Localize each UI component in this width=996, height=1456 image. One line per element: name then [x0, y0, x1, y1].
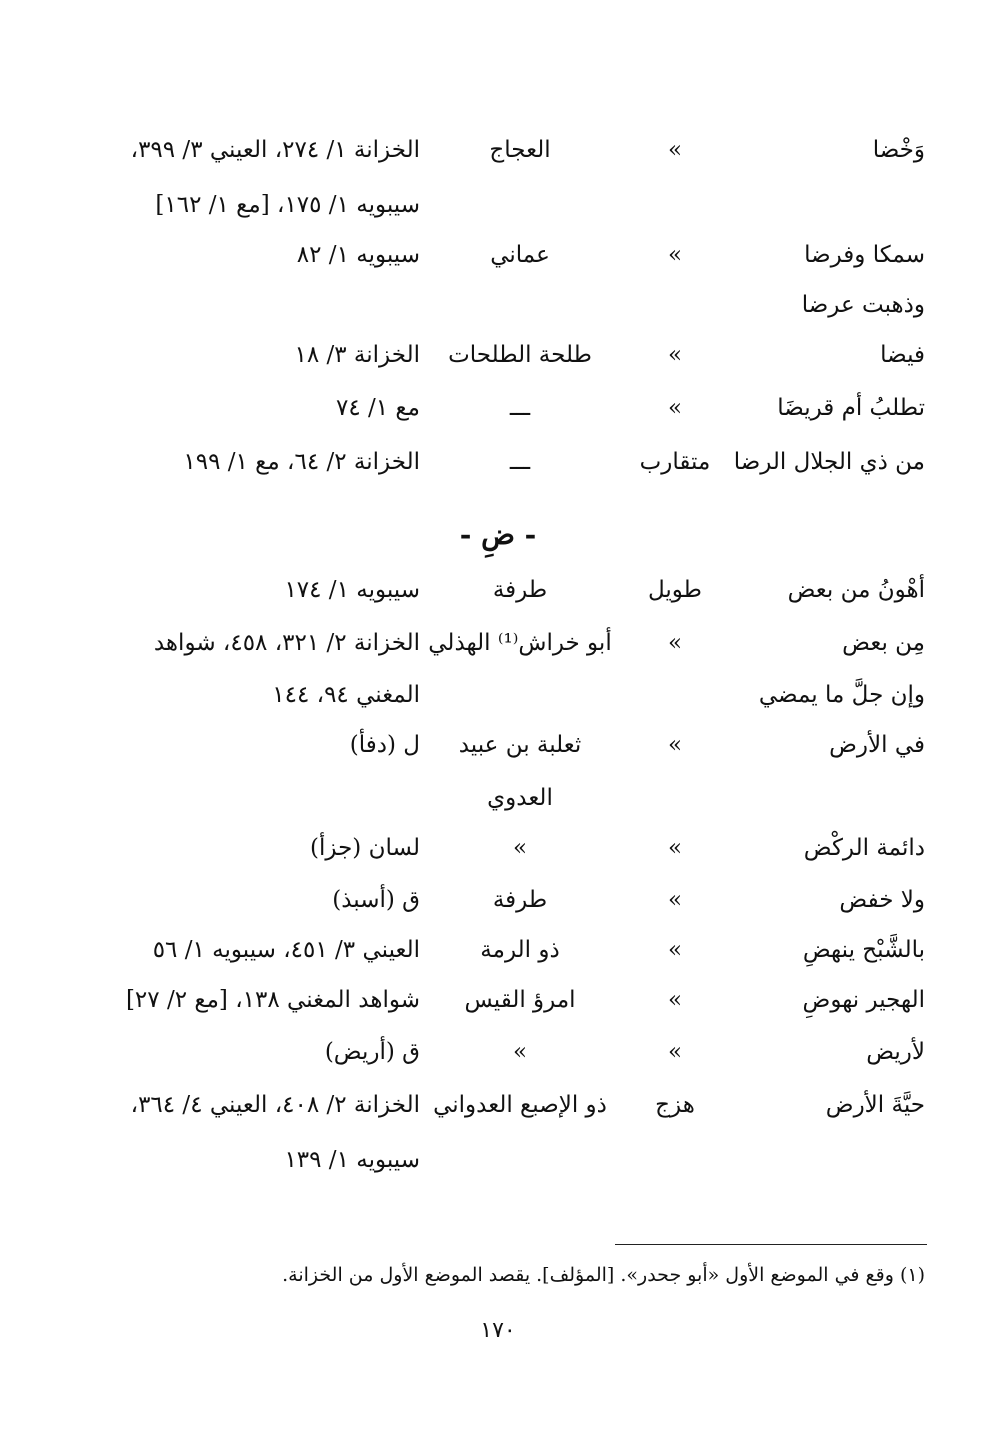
sources-cell: ق (أسبذ)	[332, 887, 420, 913]
footnote: (١) وقع في الموضع الأول «أبو جحدر». [الم…	[282, 1264, 925, 1286]
sources-cell: ق (أريض)	[324, 1039, 420, 1065]
meter-cell: »	[667, 342, 683, 368]
rhyme-cell: في الأرض	[829, 732, 925, 758]
table-row: ولا خفض » طرفة ق (أسبذ)	[0, 880, 996, 920]
rhyme-cell: ولا خفض	[839, 887, 925, 913]
table-row: العدوي	[0, 778, 996, 818]
meter-cell: هزج	[655, 1092, 695, 1118]
sources-cell: الخزانة ٢/ ٦٤، مع ١/ ١٩٩	[183, 449, 420, 475]
rhyme-cell: من ذي الجلال الرضا	[733, 449, 925, 475]
table-row: تطلبُ أم قريضَا » ـــ مع ١/ ٧٤	[0, 388, 996, 428]
poet-cell: طرفة	[492, 887, 548, 913]
table-row: وذهبت عرضا	[0, 285, 996, 325]
table-row: لأريض » » ق (أريض)	[0, 1032, 996, 1072]
rhyme-cell: فيضا	[880, 342, 925, 368]
sources-cell: العيني ٣/ ٤٥١، سيبويه ١/ ٥٦	[152, 937, 420, 963]
rhyme-cell: بالشَّبْح ينهضِ	[802, 937, 925, 963]
meter-cell: »	[667, 630, 683, 656]
meter-cell: طويل	[647, 577, 702, 603]
poet-cell: عماني	[490, 242, 550, 268]
table-row: دائمة الركْض » » لسان (جزأ)	[0, 828, 996, 868]
table-row: وإن جلَّ ما يمضي المغني ٩٤، ١٤٤	[0, 675, 996, 715]
poet-cell: ذو الإصبع العدواني	[433, 1092, 607, 1118]
table-row: الهجير نهوضِ » امرؤ القيس شواهد المغني ١٣٨،…	[0, 980, 996, 1020]
table-row: وَخْضا » العجاج الخزانة ١/ ٢٧٤، العيني ٣/ ٣…	[0, 130, 996, 170]
meter-cell: »	[667, 732, 683, 758]
table-row: سيبويه ١/ ١٣٩	[0, 1140, 996, 1180]
sources-cell: لسان (جزأ)	[310, 835, 420, 861]
poet-cell: ثعلبة بن عبيد	[458, 732, 582, 758]
sources-cell: شواهد المغني ١٣٨، [مع ٢/ ٢٧]	[125, 987, 420, 1013]
rhyme-cell: مِن بعض	[842, 630, 925, 656]
table-row: أهْونُ من بعض طويل طرفة سيبويه ١/ ١٧٤	[0, 570, 996, 610]
table-row: سيبويه ١/ ١٧٥، [مع ١/ ١٦٢]	[0, 185, 996, 225]
rhyme-cell: الهجير نهوضِ	[802, 987, 925, 1013]
rhyme-cell: حيَّةَ الأرض	[825, 1092, 925, 1118]
sources-cell: الخزانة ٣/ ١٨	[294, 342, 420, 368]
sources-cell: المغني ٩٤، ١٤٤	[272, 682, 420, 708]
poet-cell: أبو خراش⁽¹⁾ الهذلي	[428, 630, 612, 656]
poet-cell: ـــ	[509, 395, 531, 421]
sources-cell: سيبويه ١/ ١٣٩	[284, 1147, 420, 1173]
meter-cell: متقارب	[639, 449, 711, 475]
table-row: سمكا وفرضا » عماني سيبويه ١/ ٨٢	[0, 235, 996, 275]
sources-cell: ل (دفأ)	[349, 732, 420, 758]
table-row: من ذي الجلال الرضا متقارب ـــ الخزانة ٢/ ٦٤…	[0, 442, 996, 482]
meter-cell: »	[667, 937, 683, 963]
poet-cell: امرؤ القيس	[464, 987, 576, 1013]
rhyme-cell: أهْونُ من بعض	[787, 577, 925, 603]
sources-cell: مع ١/ ٧٤	[335, 395, 420, 421]
page-number: ١٧٠	[480, 1318, 516, 1343]
sources-cell: سيبويه ١/ ١٧٤	[284, 577, 420, 603]
table-row: مِن بعض » أبو خراش⁽¹⁾ الهذلي الخزانة ٢/ ٣٢١…	[0, 623, 996, 663]
rhyme-cell: دائمة الركْض	[803, 835, 925, 861]
meter-cell: »	[667, 987, 683, 1013]
sources-cell: الخزانة ١/ ٢٧٤، العيني ٣/ ٣٩٩،	[130, 137, 420, 163]
meter-cell: »	[667, 835, 683, 861]
rhyme-cell: لأريض	[866, 1039, 925, 1065]
table-row: في الأرض » ثعلبة بن عبيد ل (دفأ)	[0, 725, 996, 765]
rhyme-cell: وإن جلَّ ما يمضي	[758, 682, 925, 708]
meter-cell: »	[667, 395, 683, 421]
footnote-divider	[615, 1244, 927, 1245]
sources-cell: سيبويه ١/ ١٧٥، [مع ١/ ١٦٢]	[155, 192, 420, 218]
rhyme-cell: وَخْضا	[872, 137, 925, 163]
meter-cell: »	[667, 887, 683, 913]
meter-cell: »	[667, 242, 683, 268]
rhyme-cell: سمكا وفرضا	[804, 242, 925, 268]
poet-cell: ذو الرمة	[480, 937, 560, 963]
poet-cell: العدوي	[487, 785, 553, 811]
poet-cell: ـــ	[509, 449, 531, 475]
table-row: فيضا » طلحة الطلحات الخزانة ٣/ ١٨	[0, 335, 996, 375]
meter-cell: »	[667, 1039, 683, 1065]
table-row: بالشَّبْح ينهضِ » ذو الرمة العيني ٣/ ٤٥١، س…	[0, 930, 996, 970]
rhyme-cell: وذهبت عرضا	[801, 292, 925, 318]
sources-cell: الخزانة ٢/ ٤٠٨، العيني ٤/ ٣٦٤،	[130, 1092, 420, 1118]
section-heading: - ضِ -	[459, 518, 537, 551]
poet-cell: »	[512, 1039, 528, 1065]
poet-cell: طرفة	[492, 577, 548, 603]
rhyme-cell: تطلبُ أم قريضَا	[777, 395, 925, 421]
sources-cell: الخزانة ٢/ ٣٢١، ٤٥٨، شواهد	[153, 630, 420, 656]
sources-cell: سيبويه ١/ ٨٢	[296, 242, 420, 268]
poet-cell: العجاج	[489, 137, 551, 163]
poet-cell: »	[512, 835, 528, 861]
poet-cell: طلحة الطلحات	[448, 342, 592, 368]
meter-cell: »	[667, 137, 683, 163]
table-row: حيَّةَ الأرض هزج ذو الإصبع العدواني الخزانة…	[0, 1085, 996, 1125]
